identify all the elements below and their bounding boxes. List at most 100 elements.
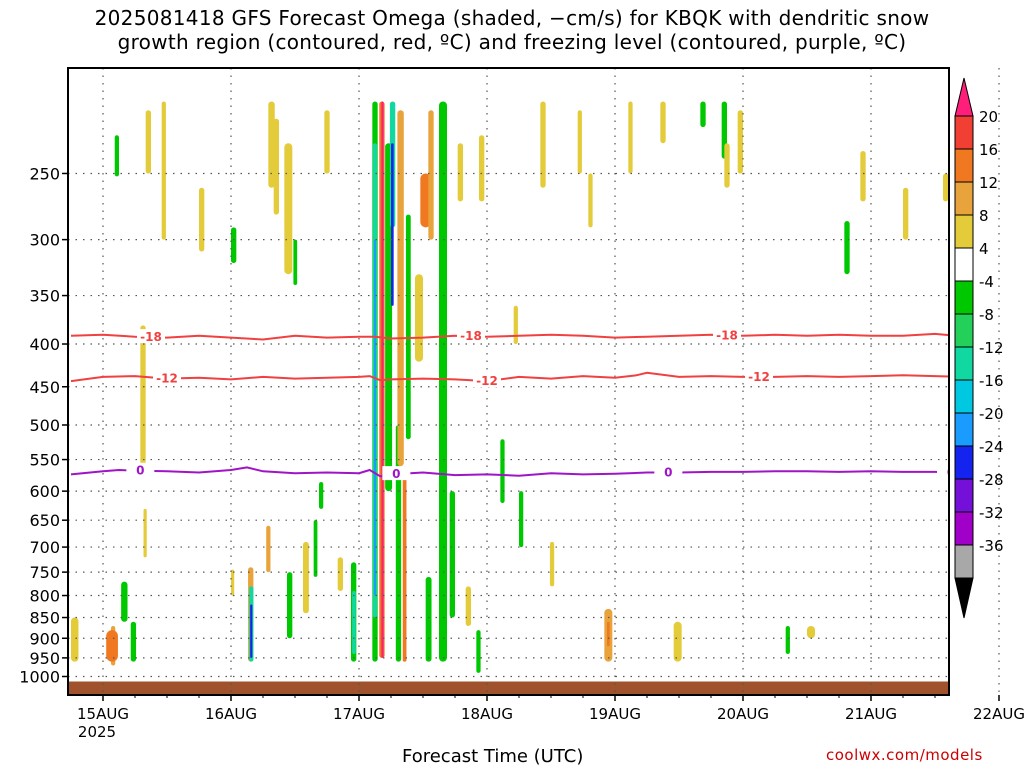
shading-layer (68, 68, 1020, 695)
colorbar-label: -12 (979, 339, 1004, 357)
x-tick-label-22AUG: 22AUG (973, 705, 1024, 723)
y-tick-label-700: 700 (29, 538, 60, 557)
x-tick-label-18AUG: 18AUG (461, 705, 513, 723)
plot-background (68, 68, 949, 695)
colorbar-label: 12 (979, 174, 998, 192)
omega-shade-39 (402, 466, 407, 662)
omega-shade-57 (588, 173, 593, 228)
omega-shade-3 (71, 617, 79, 662)
y-tick-label-350: 350 (29, 287, 60, 306)
x-tick-label-20AUG: 20AUG (717, 705, 769, 723)
omega-shade-72 (943, 173, 949, 202)
contour-label-bg (382, 466, 411, 481)
x-tick-label-21AUG: 21AUG (845, 705, 897, 723)
y-tick-label-900: 900 (29, 629, 60, 648)
omega-shade-40 (405, 214, 411, 440)
colorbar-label: -8 (979, 306, 994, 324)
y-tick-label-400: 400 (29, 335, 60, 354)
omega-shade-26 (337, 557, 343, 591)
colorbar-label: 20 (979, 108, 998, 126)
x-tick-label-15AUG: 15AUG (77, 705, 129, 723)
contour-label--12: -12 (476, 374, 498, 388)
omega-shade-56 (577, 110, 582, 174)
omega-shade-68 (807, 625, 815, 639)
contour--12 (70, 371, 949, 383)
contour-label-0: 0 (664, 466, 672, 480)
omega-shade-47 (457, 143, 463, 202)
colorbar-label: 16 (979, 141, 998, 159)
contour-0 (70, 466, 949, 478)
omega-shade-69 (844, 221, 850, 275)
contour-label-bg (126, 462, 155, 477)
y-tick-label-450: 450 (29, 378, 60, 397)
omega-shade-18 (319, 481, 324, 509)
colorbar-cell-11 (954, 445, 974, 480)
contour-label-bg (457, 328, 485, 343)
omega-shade-6 (140, 325, 146, 467)
credit-link[interactable]: coolwx.com/models (826, 746, 983, 764)
colorbar-cell-4 (954, 214, 974, 249)
colorbar: 20 16 12 8 4 -4 -8 -12 -16 -20 -24 -28 -32 -36 (954, 77, 1004, 619)
contour-label-bg (1001, 361, 1024, 375)
contour-label--12: -12 (748, 370, 770, 384)
omega-shade-48 (465, 586, 471, 626)
omega-shade-9 (231, 569, 235, 596)
omega-shade-45 (439, 101, 447, 662)
colorbar-label: -16 (979, 372, 1004, 390)
omega-shade-37 (395, 424, 402, 662)
y-tick-label-950: 950 (29, 649, 60, 668)
omega-shade-22 (273, 118, 279, 215)
colorbar-label: -4 (979, 273, 994, 291)
contour-layer: -18 -18 -18 -18-12 -12 -12-120 0 0 0 (70, 327, 1024, 481)
contour-label-0: 0 (136, 464, 144, 478)
omega-shade-52 (513, 305, 518, 345)
x-tick-label-19AUG: 19AUG (589, 705, 641, 723)
omega-shade-5 (121, 581, 128, 622)
omega-shade-63 (700, 101, 706, 128)
contour-label-bg (937, 464, 949, 479)
colorbar-label: 4 (979, 240, 989, 258)
colorbar-cell-6 (954, 280, 974, 315)
y-tick-label-650: 650 (29, 511, 60, 530)
x-tick-label-17AUG: 17AUG (333, 705, 385, 723)
contour-label-0: 0 (947, 466, 955, 480)
colorbar-cell-8 (954, 346, 974, 381)
omega-shade-12 (250, 604, 253, 658)
colorbar-cell-1 (954, 115, 974, 150)
colorbar-cell-9 (954, 379, 974, 414)
omega-shade-25 (324, 110, 330, 174)
omega-shade-79 (1008, 135, 1019, 617)
omega-shade-71 (903, 187, 909, 240)
axes-layer: 2503003504004505005506006507007508008509… (19, 67, 1024, 741)
omega-shade-36 (391, 143, 394, 306)
colorbar-cell-5 (954, 247, 974, 282)
omega-shade-70 (860, 151, 866, 202)
contour-label--18: -18 (460, 329, 482, 343)
x-tick-label-16AUG: 16AUG (205, 705, 257, 723)
colorbar-cell-7 (954, 313, 974, 348)
contour-label-bg (137, 329, 165, 344)
omega-shade-2 (106, 630, 118, 662)
omega-shade-46 (449, 491, 455, 618)
omega-shade-49 (479, 135, 485, 202)
x-axis-title: Forecast Time (UTC) (402, 746, 584, 767)
omega-shade-19 (199, 187, 205, 252)
omega-shade-23 (284, 143, 293, 275)
contour-label-bg (654, 464, 683, 479)
colorbar-bottom-arrow (954, 577, 974, 619)
y-tick-label-600: 600 (29, 482, 60, 501)
chart-title-line1: 2025081418 GFS Forecast Omega (shaded, −… (94, 6, 930, 30)
omega-shade-77 (1006, 127, 1020, 646)
omega-shade-0 (114, 135, 119, 177)
omega-shade-66 (737, 110, 743, 174)
y-tick-label-750: 750 (29, 563, 60, 582)
omega-shade-21 (268, 101, 275, 188)
omega-shade-65 (724, 143, 730, 188)
omega-shade-43 (428, 110, 434, 240)
colorbar-label: -32 (979, 504, 1004, 522)
omega-shade-67 (785, 625, 790, 655)
contour-label--12: -12 (156, 372, 178, 386)
contour-label--18: -18 (140, 330, 162, 344)
omega-shade-60 (628, 101, 633, 174)
